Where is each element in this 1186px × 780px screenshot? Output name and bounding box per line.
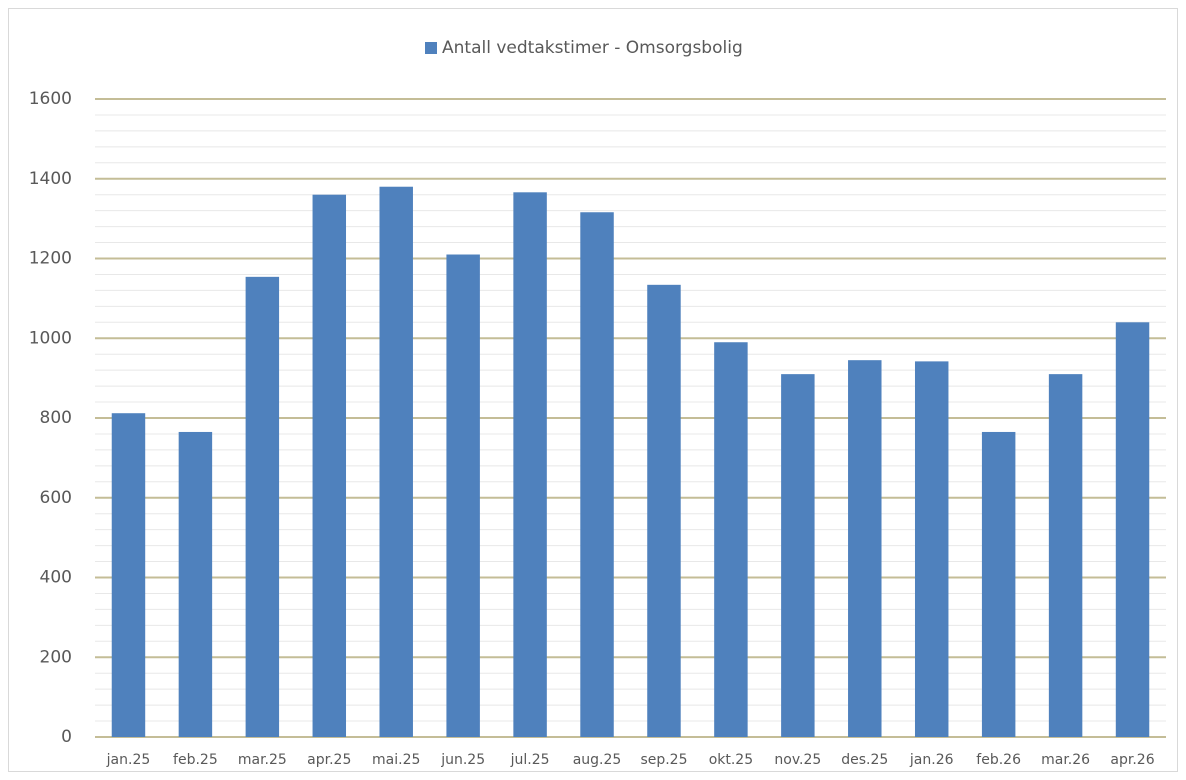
bar: [111, 413, 146, 737]
x-tick-label: mar.26: [1041, 752, 1090, 768]
x-tick-label: jan.26: [909, 752, 954, 768]
bar: [647, 284, 681, 737]
x-tick-label: jan.25: [106, 752, 151, 768]
legend-label: Antall vedtakstimer - Omsorgsbolig: [442, 38, 743, 58]
bar: [580, 212, 614, 737]
x-tick-label: sep.25: [640, 752, 687, 768]
y-tick-label: 0: [61, 727, 72, 747]
bar: [446, 254, 480, 737]
x-tick-label: mar.25: [238, 752, 287, 768]
bar: [1115, 322, 1150, 737]
x-tick-label: feb.25: [173, 752, 218, 768]
bar: [781, 374, 815, 737]
bar: [513, 192, 547, 737]
bar: [848, 360, 882, 737]
bar: [1048, 374, 1083, 737]
x-tick-label: jul.25: [510, 752, 550, 768]
y-tick-label: 1400: [29, 169, 72, 189]
y-tick-label: 400: [40, 568, 72, 588]
y-tick-label: 200: [40, 647, 72, 667]
x-tick-label: mai.25: [372, 752, 420, 768]
bar: [379, 186, 413, 738]
legend-swatch: [425, 42, 437, 54]
bar: [312, 194, 347, 737]
y-tick-label: 600: [40, 488, 72, 508]
bar: [714, 342, 748, 737]
y-tick-label: 800: [40, 408, 72, 428]
x-tick-label: nov.25: [774, 752, 821, 768]
x-tick-label: feb.26: [976, 752, 1021, 768]
x-tick-label: apr.26: [1110, 752, 1154, 768]
bar: [178, 431, 213, 737]
bar: [914, 361, 949, 737]
x-tick-label: okt.25: [709, 752, 753, 768]
x-tick-label: des.25: [841, 752, 888, 768]
bar: [981, 431, 1016, 737]
x-tick-label: jun.25: [440, 752, 485, 768]
y-tick-label: 1200: [29, 249, 72, 269]
x-tick-label: apr.25: [307, 752, 351, 768]
y-tick-label: 1000: [29, 328, 72, 348]
x-tick-label: aug.25: [573, 752, 622, 768]
y-tick-label: 1600: [29, 89, 72, 109]
bar: [245, 276, 280, 737]
